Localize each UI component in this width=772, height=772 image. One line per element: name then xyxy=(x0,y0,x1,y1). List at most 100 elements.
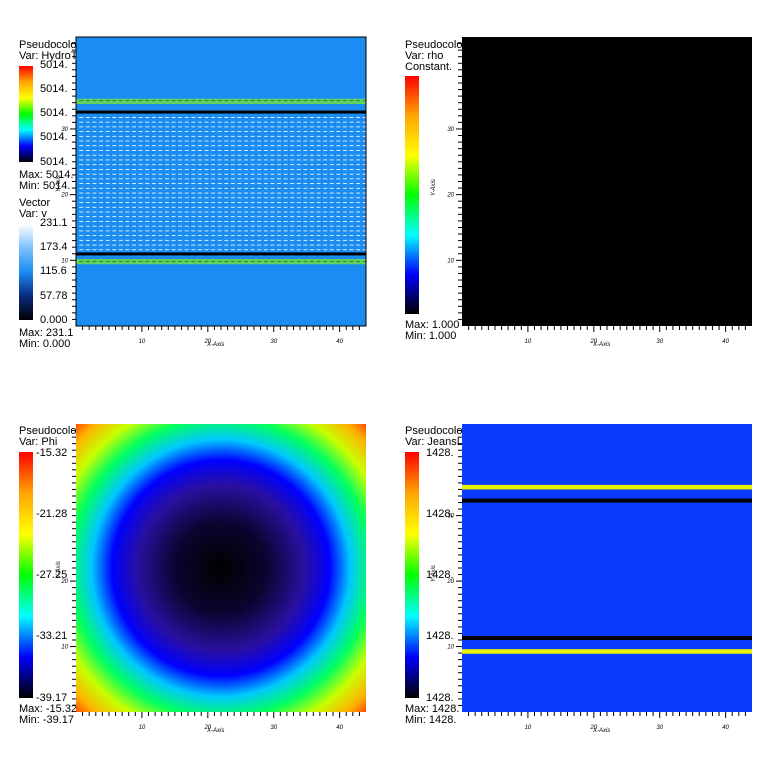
colorbar-tick-label: 5014. xyxy=(40,156,68,168)
x-tick-label: 10 xyxy=(525,339,532,345)
y-tick-label: 20 xyxy=(60,579,68,585)
min-label: Min: 1428. xyxy=(405,714,457,726)
x-axis-label: X-Axis xyxy=(593,728,611,734)
legend-variable: Var: Phi xyxy=(19,436,58,448)
x-tick-label: 40 xyxy=(336,725,343,731)
x-tick-label: 20 xyxy=(589,339,597,345)
heatmap-band xyxy=(76,98,366,104)
min-label: Min: 5014. xyxy=(19,180,71,192)
colorbar-tick-label: -33.21 xyxy=(36,630,68,642)
vector-colorbar-tick-label: 0.000 xyxy=(40,314,68,326)
colorbar-tick-label: 1428. xyxy=(426,630,454,642)
y-axis-label: Y-Axis xyxy=(431,179,437,196)
heatmap-band xyxy=(462,649,752,654)
legend-title: Pseudocolor xyxy=(405,39,467,51)
x-tick-label: 30 xyxy=(270,725,277,731)
y-axis-label: Y-Axis xyxy=(56,561,62,578)
panel-hydro: Pseudocolor Var: HydroT 5014. 5014. 5014… xyxy=(0,0,386,386)
x-tick-label: 30 xyxy=(656,339,663,345)
plot-hydro: 10 20 30 40 10 20 30 xyxy=(60,36,367,345)
x-tick-label: 40 xyxy=(722,339,729,345)
heatmap-band xyxy=(462,498,752,503)
y-axis-label: Y-Axis xyxy=(56,175,62,192)
colorbar-tick-label: -15.32 xyxy=(36,447,68,459)
y-tick-label: 20 xyxy=(446,193,454,199)
colorbar xyxy=(19,452,33,698)
plot-jeans: 10 20 30 40 10 20 30 xyxy=(446,424,752,731)
colorbar-tick-label: -27.25 xyxy=(36,569,68,581)
vector-colorbar-tick-label: 173.4 xyxy=(40,241,68,253)
x-tick-label: 10 xyxy=(139,725,146,731)
colorbar-tick-label: 5014. xyxy=(40,131,68,143)
legend-variable: Var: rho xyxy=(405,50,444,62)
x-axis-label: X-Axis xyxy=(593,342,611,348)
plot-frame xyxy=(75,36,367,327)
panel-rho: Pseudocolor Var: rho Constant. Max: 1.00… xyxy=(386,0,772,386)
max-label: Max: 5014. xyxy=(19,169,74,181)
min-label: Min: -39.17 xyxy=(19,714,75,726)
max-label: Max: -15.32 xyxy=(19,703,78,715)
vector-min-label: Min: 0.000 xyxy=(19,338,71,350)
vector-max-label: Max: 231.1 xyxy=(19,327,74,339)
colorbar-tick-label: 1428. xyxy=(426,569,454,581)
x-axis-label: X-Axis xyxy=(207,728,225,734)
plot-phi: 10 20 30 40 10 20 xyxy=(60,424,366,731)
y-axis-label: Y-Axis xyxy=(431,565,437,582)
max-label: Max: 1428. xyxy=(405,703,460,715)
colorbar-tick-label: -39.17 xyxy=(36,692,68,704)
x-tick-label: 20 xyxy=(589,725,597,731)
plot-rho: 10 20 30 40 10 20 30 xyxy=(446,37,752,345)
colorbar xyxy=(405,452,419,698)
legend-variable: Var: JeansLength xyxy=(405,436,491,448)
colorbar-tick-label: 1428. xyxy=(426,508,454,520)
vector-colorbar-tick-label: 231.1 xyxy=(40,217,68,229)
heatmap-field xyxy=(76,37,366,326)
legend-title: Pseudocolor xyxy=(405,425,467,437)
max-label: Max: 1.000 xyxy=(405,319,460,331)
heatmap-field xyxy=(76,424,366,712)
x-tick-label: 10 xyxy=(525,725,532,731)
heatmap-band xyxy=(462,636,752,640)
colorbar-tick-label: 1428. xyxy=(426,447,454,459)
y-tick-label: 30 xyxy=(61,127,68,133)
x-tick-label: 40 xyxy=(722,725,729,731)
x-tick-label: 20 xyxy=(203,339,211,345)
heatmap-field xyxy=(462,37,752,326)
legend-title: Pseudocolor xyxy=(19,39,81,51)
colorbar-tick-label: 5014. xyxy=(40,83,68,95)
constant-label: Constant. xyxy=(405,61,453,73)
vector-colorbar-tick-label: 57.78 xyxy=(40,290,68,302)
y-tick-label: 20 xyxy=(60,193,68,199)
y-tick-label: 30 xyxy=(447,514,454,520)
y-tick-label: 30 xyxy=(447,127,454,133)
heatmap-band xyxy=(462,484,752,490)
colorbar-tick-label: 1428. xyxy=(426,692,454,704)
heatmap-field xyxy=(462,424,752,712)
legend-variable: Var: HydroT xyxy=(19,50,78,62)
colorbar xyxy=(19,66,33,162)
x-tick-label: 20 xyxy=(203,725,211,731)
y-tick-label: 10 xyxy=(61,645,68,651)
y-tick-label: 20 xyxy=(446,579,454,585)
x-tick-label: 10 xyxy=(139,339,146,345)
x-tick-label: 40 xyxy=(336,339,343,345)
min-label: Min: 1.000 xyxy=(405,330,457,342)
heatmap-band xyxy=(76,252,366,256)
vector-colorbar xyxy=(19,224,33,320)
panel-jeans: Pseudocolor Var: JeansLength 1428. 1428.… xyxy=(386,386,772,772)
legend-title: Pseudocolor xyxy=(19,425,81,437)
colorbar-tick-label: 5014. xyxy=(40,59,68,71)
vector-legend-title: Vector xyxy=(19,197,51,209)
panel-phi: Pseudocolor Var: Phi -15.32 -21.28 -27.2… xyxy=(0,386,386,772)
heatmap-band xyxy=(76,110,366,114)
x-axis-label: X-Axis xyxy=(207,342,225,348)
y-tick-label: 10 xyxy=(447,645,454,651)
y-tick-label: 10 xyxy=(447,258,454,264)
x-tick-label: 30 xyxy=(656,725,663,731)
colorbar-tick-label: 5014. xyxy=(40,107,68,119)
colorbar xyxy=(405,76,419,314)
y-tick-label: 10 xyxy=(61,258,68,264)
vector-colorbar-tick-label: 115.6 xyxy=(40,265,67,277)
vector-legend-variable: Var: v xyxy=(19,208,47,220)
x-tick-label: 30 xyxy=(270,339,277,345)
